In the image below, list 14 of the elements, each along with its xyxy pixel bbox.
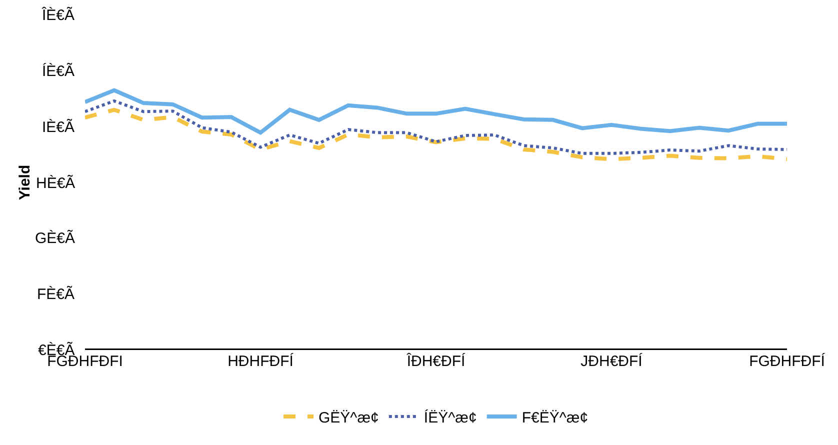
text: IÈ€Ã <box>42 118 75 136</box>
text: ÎÈ€Ã <box>41 6 75 24</box>
text: HÈ€Ã <box>36 174 76 192</box>
text: ÍÈ€Ã <box>42 62 75 80</box>
legend-label: F€ËŸ^æ¢ <box>522 409 588 426</box>
x-tick-label: HÐHFÐFÍ <box>228 352 294 370</box>
text: GÈ€Ã <box>35 229 76 247</box>
x-tick-label: ÎÐH€ÐFÍ <box>406 352 466 370</box>
y-axis-title: Yield <box>16 164 34 200</box>
text: FÈ€Ã <box>37 285 75 303</box>
x-tick-label: FGÐHFÐFÍ <box>749 352 826 370</box>
legend-label: ÍËŸ^æ¢ <box>424 408 477 426</box>
x-tick-label: JÐH€ÐFÍ <box>580 352 644 370</box>
legend-label: GËŸ^æ¢ <box>318 409 379 426</box>
